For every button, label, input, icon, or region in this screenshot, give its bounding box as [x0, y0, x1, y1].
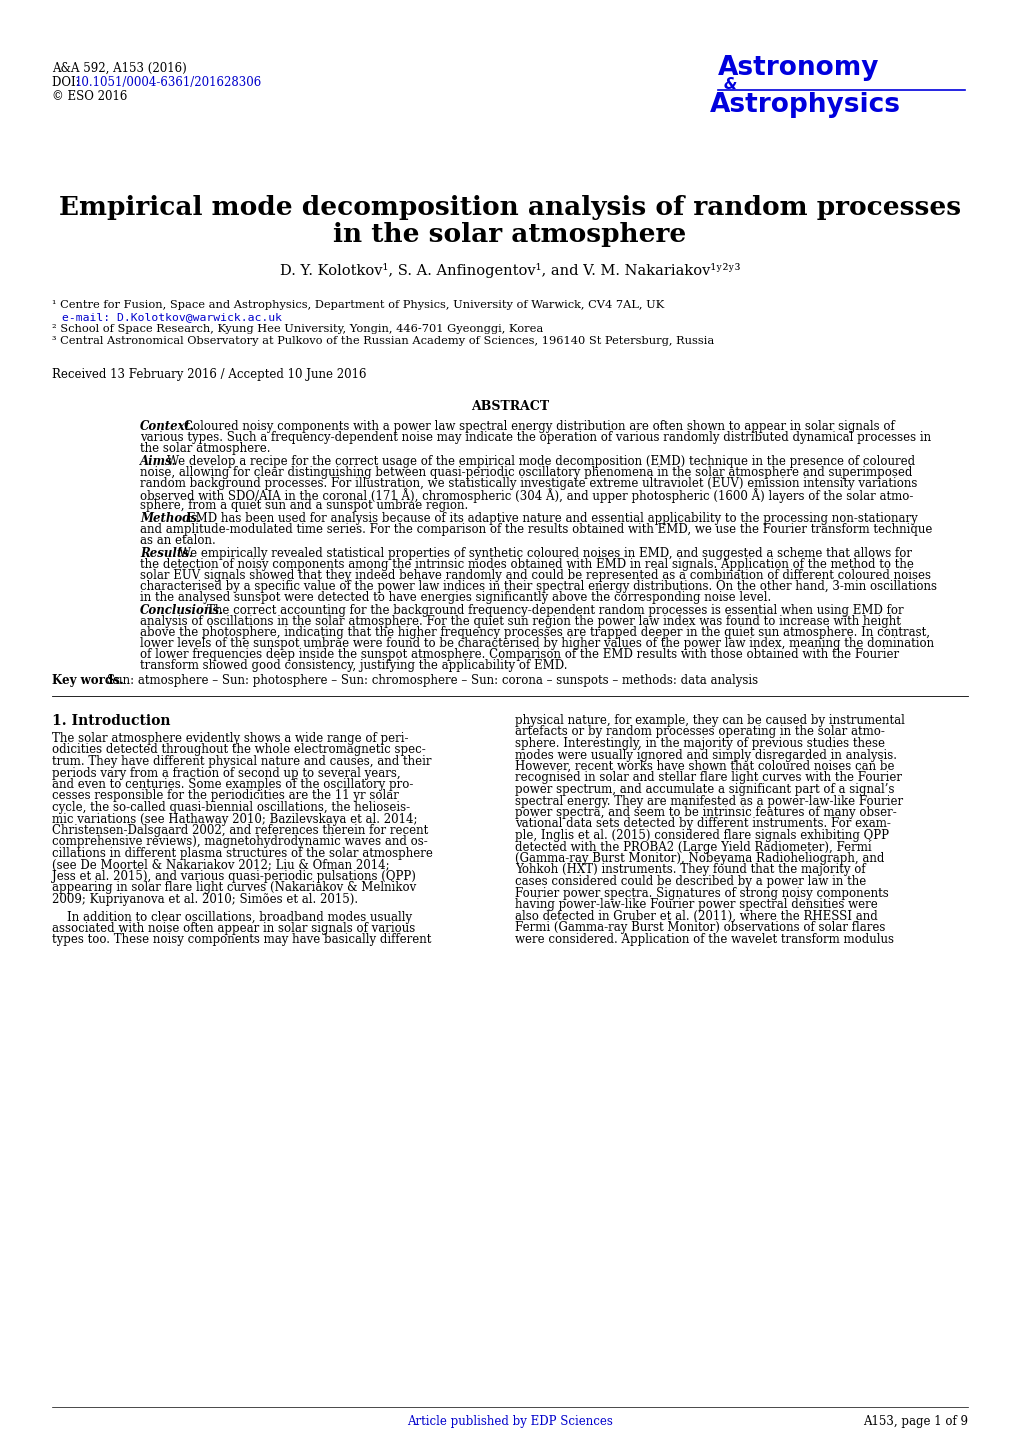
Text: Received 13 February 2016 / Accepted 10 June 2016: Received 13 February 2016 / Accepted 10 …: [52, 368, 366, 381]
Text: Article published by EDP Sciences: Article published by EDP Sciences: [407, 1415, 612, 1428]
Text: Fourier power spectra. Signatures of strong noisy components: Fourier power spectra. Signatures of str…: [515, 887, 888, 900]
Text: We empirically revealed statistical properties of synthetic coloured noises in E: We empirically revealed statistical prop…: [178, 547, 911, 559]
Text: detected with the PROBA2 (Large Yield Radiometer), Fermi: detected with the PROBA2 (Large Yield Ra…: [515, 841, 871, 854]
Text: Key words.: Key words.: [52, 673, 123, 686]
Text: noise, allowing for clear distinguishing between quasi-periodic oscillatory phen: noise, allowing for clear distinguishing…: [140, 466, 911, 479]
Text: odicities detected throughout the whole electromagnetic spec-: odicities detected throughout the whole …: [52, 744, 425, 757]
Text: having power-law-like Fourier power spectral densities were: having power-law-like Fourier power spec…: [515, 898, 877, 911]
Text: ¹ Centre for Fusion, Space and Astrophysics, Department of Physics, University o: ¹ Centre for Fusion, Space and Astrophys…: [52, 300, 663, 310]
Text: in the analysed sunspot were detected to have energies significantly above the c: in the analysed sunspot were detected to…: [140, 591, 770, 604]
Text: Coloured noisy components with a power law spectral energy distribution are ofte: Coloured noisy components with a power l…: [183, 420, 894, 433]
Text: The correct accounting for the background frequency-dependent random processes i: The correct accounting for the backgroun…: [207, 604, 903, 617]
Text: in the solar atmosphere: in the solar atmosphere: [333, 222, 686, 247]
Text: solar EUV signals showed that they indeed behave randomly and could be represent: solar EUV signals showed that they indee…: [140, 570, 930, 583]
Text: associated with noise often appear in solar signals of various: associated with noise often appear in so…: [52, 921, 415, 934]
Text: lower levels of the sunspot umbrae were found to be characterised by higher valu: lower levels of the sunspot umbrae were …: [140, 637, 933, 650]
Text: artefacts or by random processes operating in the solar atmo-: artefacts or by random processes operati…: [515, 725, 884, 738]
Text: The solar atmosphere evidently shows a wide range of peri-: The solar atmosphere evidently shows a w…: [52, 733, 408, 746]
Text: However, recent works have shown that coloured noises can be: However, recent works have shown that co…: [515, 760, 894, 773]
Text: cesses responsible for the periodicities are the 11 yr solar: cesses responsible for the periodicities…: [52, 790, 398, 803]
Text: were considered. Application of the wavelet transform modulus: were considered. Application of the wave…: [515, 933, 893, 946]
Text: sphere, from a quiet sun and a sunspot umbrae region.: sphere, from a quiet sun and a sunspot u…: [140, 499, 468, 512]
Text: of lower frequencies deep inside the sunspot atmosphere. Comparison of the EMD r: of lower frequencies deep inside the sun…: [140, 647, 898, 660]
Text: Methods.: Methods.: [140, 512, 201, 525]
Text: types too. These noisy components may have basically different: types too. These noisy components may ha…: [52, 933, 431, 946]
Text: &: &: [723, 76, 737, 92]
Text: random background processes. For illustration, we statistically investigate extr: random background processes. For illustr…: [140, 477, 916, 490]
Text: analysis of oscillations in the solar atmosphere. For the quiet sun region the p: analysis of oscillations in the solar at…: [140, 614, 900, 629]
Text: ABSTRACT: ABSTRACT: [471, 399, 548, 412]
Text: mic variations (see Hathaway 2010; Bazilevskaya et al. 2014;: mic variations (see Hathaway 2010; Bazil…: [52, 812, 417, 825]
Text: DOI:: DOI:: [52, 76, 84, 89]
Text: vational data sets detected by different instruments. For exam-: vational data sets detected by different…: [515, 818, 890, 831]
Text: ³ Central Astronomical Observatory at Pulkovo of the Russian Academy of Sciences: ³ Central Astronomical Observatory at Pu…: [52, 336, 713, 346]
Text: Sun: atmosphere – Sun: photosphere – Sun: chromosphere – Sun: corona – sunspots : Sun: atmosphere – Sun: photosphere – Sun…: [107, 673, 757, 686]
Text: Context.: Context.: [140, 420, 195, 433]
Text: A153, page 1 of 9: A153, page 1 of 9: [862, 1415, 967, 1428]
Text: D. Y. Kolotkov¹, S. A. Anfinogentov¹, and V. M. Nakariakov¹ʸ²ʸ³: D. Y. Kolotkov¹, S. A. Anfinogentov¹, an…: [279, 262, 740, 278]
Text: e-mail: D.Kolotkov@warwick.ac.uk: e-mail: D.Kolotkov@warwick.ac.uk: [62, 311, 281, 322]
Text: Christensen-Dalsgaard 2002, and references therein for recent: Christensen-Dalsgaard 2002, and referenc…: [52, 823, 428, 836]
Text: Fermi (Gamma-ray Burst Monitor) observations of solar flares: Fermi (Gamma-ray Burst Monitor) observat…: [515, 921, 884, 934]
Text: Astrophysics: Astrophysics: [709, 92, 900, 118]
Text: as an etalon.: as an etalon.: [140, 534, 216, 547]
Text: cycle, the so-called quasi-biennial oscillations, the helioseis-: cycle, the so-called quasi-biennial osci…: [52, 800, 410, 813]
Text: Jess et al. 2015), and various quasi-periodic pulsations (QPP): Jess et al. 2015), and various quasi-per…: [52, 870, 416, 883]
Text: and even to centuries. Some examples of the oscillatory pro-: and even to centuries. Some examples of …: [52, 779, 413, 792]
Text: © ESO 2016: © ESO 2016: [52, 89, 127, 102]
Text: 10.1051/0004-6361/201628306: 10.1051/0004-6361/201628306: [75, 76, 262, 89]
Text: 1. Introduction: 1. Introduction: [52, 714, 170, 728]
Text: sphere. Interestingly, in the majority of previous studies these: sphere. Interestingly, in the majority o…: [515, 737, 884, 750]
Text: power spectra, and seem to be intrinsic features of many obser-: power spectra, and seem to be intrinsic …: [515, 806, 896, 819]
Text: the detection of noisy components among the intrinsic modes obtained with EMD in: the detection of noisy components among …: [140, 558, 913, 571]
Text: Empirical mode decomposition analysis of random processes: Empirical mode decomposition analysis of…: [59, 195, 960, 221]
Text: cillations in different plasma structures of the solar atmosphere: cillations in different plasma structure…: [52, 846, 432, 859]
Text: Aims.: Aims.: [140, 456, 176, 469]
Text: 2009; Kupriyanova et al. 2010; Simões et al. 2015).: 2009; Kupriyanova et al. 2010; Simões et…: [52, 893, 358, 906]
Text: transform showed good consistency, justifying the applicability of EMD.: transform showed good consistency, justi…: [140, 659, 567, 672]
Text: A&A 592, A153 (2016): A&A 592, A153 (2016): [52, 62, 186, 75]
Text: cases considered could be described by a power law in the: cases considered could be described by a…: [515, 875, 865, 888]
Text: comprehensive reviews), magnetohydrodynamic waves and os-: comprehensive reviews), magnetohydrodyna…: [52, 835, 427, 848]
Text: and amplitude-modulated time series. For the comparison of the results obtained : and amplitude-modulated time series. For…: [140, 523, 931, 536]
Text: power spectrum, and accumulate a significant part of a signal’s: power spectrum, and accumulate a signifi…: [515, 783, 894, 796]
Text: Yohkoh (HXT) instruments. They found that the majority of: Yohkoh (HXT) instruments. They found tha…: [515, 864, 865, 877]
Text: above the photosphere, indicating that the higher frequency processes are trappe: above the photosphere, indicating that t…: [140, 626, 929, 639]
Text: EMD has been used for analysis because of its adaptive nature and essential appl: EMD has been used for analysis because o…: [186, 512, 917, 525]
Text: the solar atmosphere.: the solar atmosphere.: [140, 443, 270, 456]
Text: characterised by a specific value of the power law indices in their spectral ene: characterised by a specific value of the…: [140, 580, 936, 593]
Text: (see De Moortel & Nakariakov 2012; Liu & Ofman 2014;: (see De Moortel & Nakariakov 2012; Liu &…: [52, 858, 389, 871]
Text: trum. They have different physical nature and causes, and their: trum. They have different physical natur…: [52, 756, 431, 769]
Text: periods vary from a fraction of second up to several years,: periods vary from a fraction of second u…: [52, 767, 400, 780]
Text: modes were usually ignored and simply disregarded in analysis.: modes were usually ignored and simply di…: [515, 748, 896, 761]
Text: In addition to clear oscillations, broadband modes usually: In addition to clear oscillations, broad…: [52, 910, 412, 923]
Text: Conclusions.: Conclusions.: [140, 604, 224, 617]
Text: recognised in solar and stellar flare light curves with the Fourier: recognised in solar and stellar flare li…: [515, 771, 901, 784]
Text: Results.: Results.: [140, 547, 193, 559]
Text: various types. Such a frequency-dependent noise may indicate the operation of va: various types. Such a frequency-dependen…: [140, 431, 930, 444]
Text: observed with SDO/AIA in the coronal (171 Å), chromospheric (304 Å), and upper p: observed with SDO/AIA in the coronal (17…: [140, 487, 912, 503]
Text: We develop a recipe for the correct usage of the empirical mode decomposition (E: We develop a recipe for the correct usag…: [167, 456, 914, 469]
Text: Astronomy: Astronomy: [717, 55, 878, 81]
Text: also detected in Gruber et al. (2011), where the RHESSI and: also detected in Gruber et al. (2011), w…: [515, 910, 877, 923]
Text: spectral energy. They are manifested as a power-law-like Fourier: spectral energy. They are manifested as …: [515, 795, 902, 808]
Text: appearing in solar flare light curves (Nakariakov & Melnikov: appearing in solar flare light curves (N…: [52, 881, 416, 894]
Text: ple, Inglis et al. (2015) considered flare signals exhibiting QPP: ple, Inglis et al. (2015) considered fla…: [515, 829, 889, 842]
Text: (Gamma-ray Burst Monitor), Nobeyama Radioheliograph, and: (Gamma-ray Burst Monitor), Nobeyama Radi…: [515, 852, 883, 865]
Text: ² School of Space Research, Kyung Hee University, Yongin, 446-701 Gyeonggi, Kore: ² School of Space Research, Kyung Hee Un…: [52, 324, 543, 335]
Text: physical nature, for example, they can be caused by instrumental: physical nature, for example, they can b…: [515, 714, 904, 727]
